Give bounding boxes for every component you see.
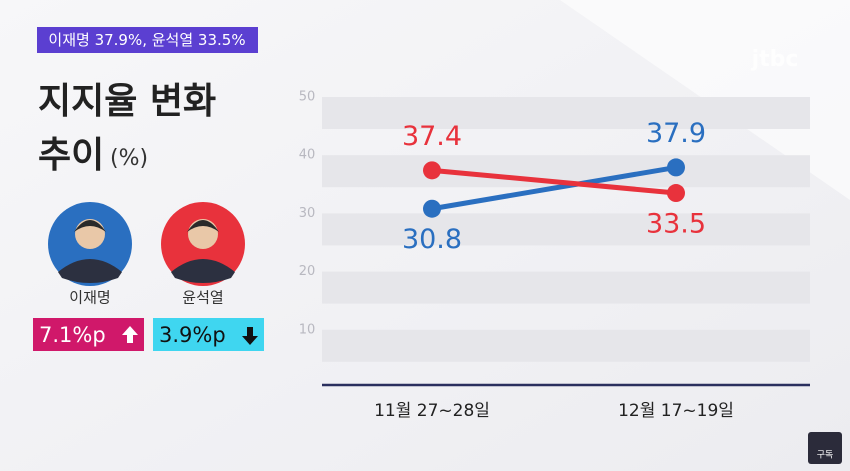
data-label: 30.8 bbox=[402, 224, 462, 255]
point bbox=[667, 158, 685, 177]
portrait-body bbox=[171, 259, 235, 283]
y-tick-label: 50 bbox=[299, 90, 316, 105]
point bbox=[423, 161, 441, 180]
change-box bbox=[153, 318, 264, 351]
series-line bbox=[431, 164, 677, 212]
title-line: 추이 bbox=[38, 135, 104, 176]
grid-band bbox=[322, 97, 810, 130]
y-tick-label: 30 bbox=[299, 206, 316, 221]
portrait-hair bbox=[187, 220, 219, 232]
series-line bbox=[431, 167, 677, 196]
y-tick-label: 40 bbox=[299, 148, 316, 163]
y-tick-label: 20 bbox=[299, 264, 316, 279]
candidate-name: 이재명 bbox=[69, 289, 110, 307]
grid-band bbox=[322, 271, 810, 304]
unit: (%) bbox=[110, 146, 148, 171]
candidate-name: 윤석열 bbox=[182, 289, 223, 307]
data-label: 37.4 bbox=[402, 121, 462, 152]
subscribe-button[interactable] bbox=[808, 432, 842, 464]
change-label: 3.9%p bbox=[159, 323, 226, 347]
grid-band bbox=[322, 213, 810, 246]
x-tick-label: 12월 17~19일 bbox=[618, 401, 734, 421]
subscribe-label[interactable]: 구독 bbox=[817, 450, 834, 461]
point bbox=[667, 184, 685, 203]
banner-box bbox=[37, 27, 258, 53]
data-label: 33.5 bbox=[646, 209, 706, 240]
title-line: 지지율 변화 bbox=[38, 81, 216, 122]
point bbox=[423, 199, 441, 218]
change-arrow bbox=[122, 326, 138, 343]
y-tick-label: 10 bbox=[299, 322, 316, 337]
data-label: 37.9 bbox=[646, 118, 706, 149]
change-arrow bbox=[242, 327, 258, 345]
grid-band bbox=[322, 329, 810, 362]
portrait-body bbox=[58, 259, 122, 283]
logo: jtbc bbox=[751, 47, 799, 72]
banner: 이재명 37.9%, 윤석열 33.5% bbox=[48, 31, 245, 49]
portrait-hair bbox=[74, 220, 106, 232]
change-label: 7.1%p bbox=[39, 323, 106, 347]
x-tick-label: 11월 27~28일 bbox=[374, 401, 490, 421]
